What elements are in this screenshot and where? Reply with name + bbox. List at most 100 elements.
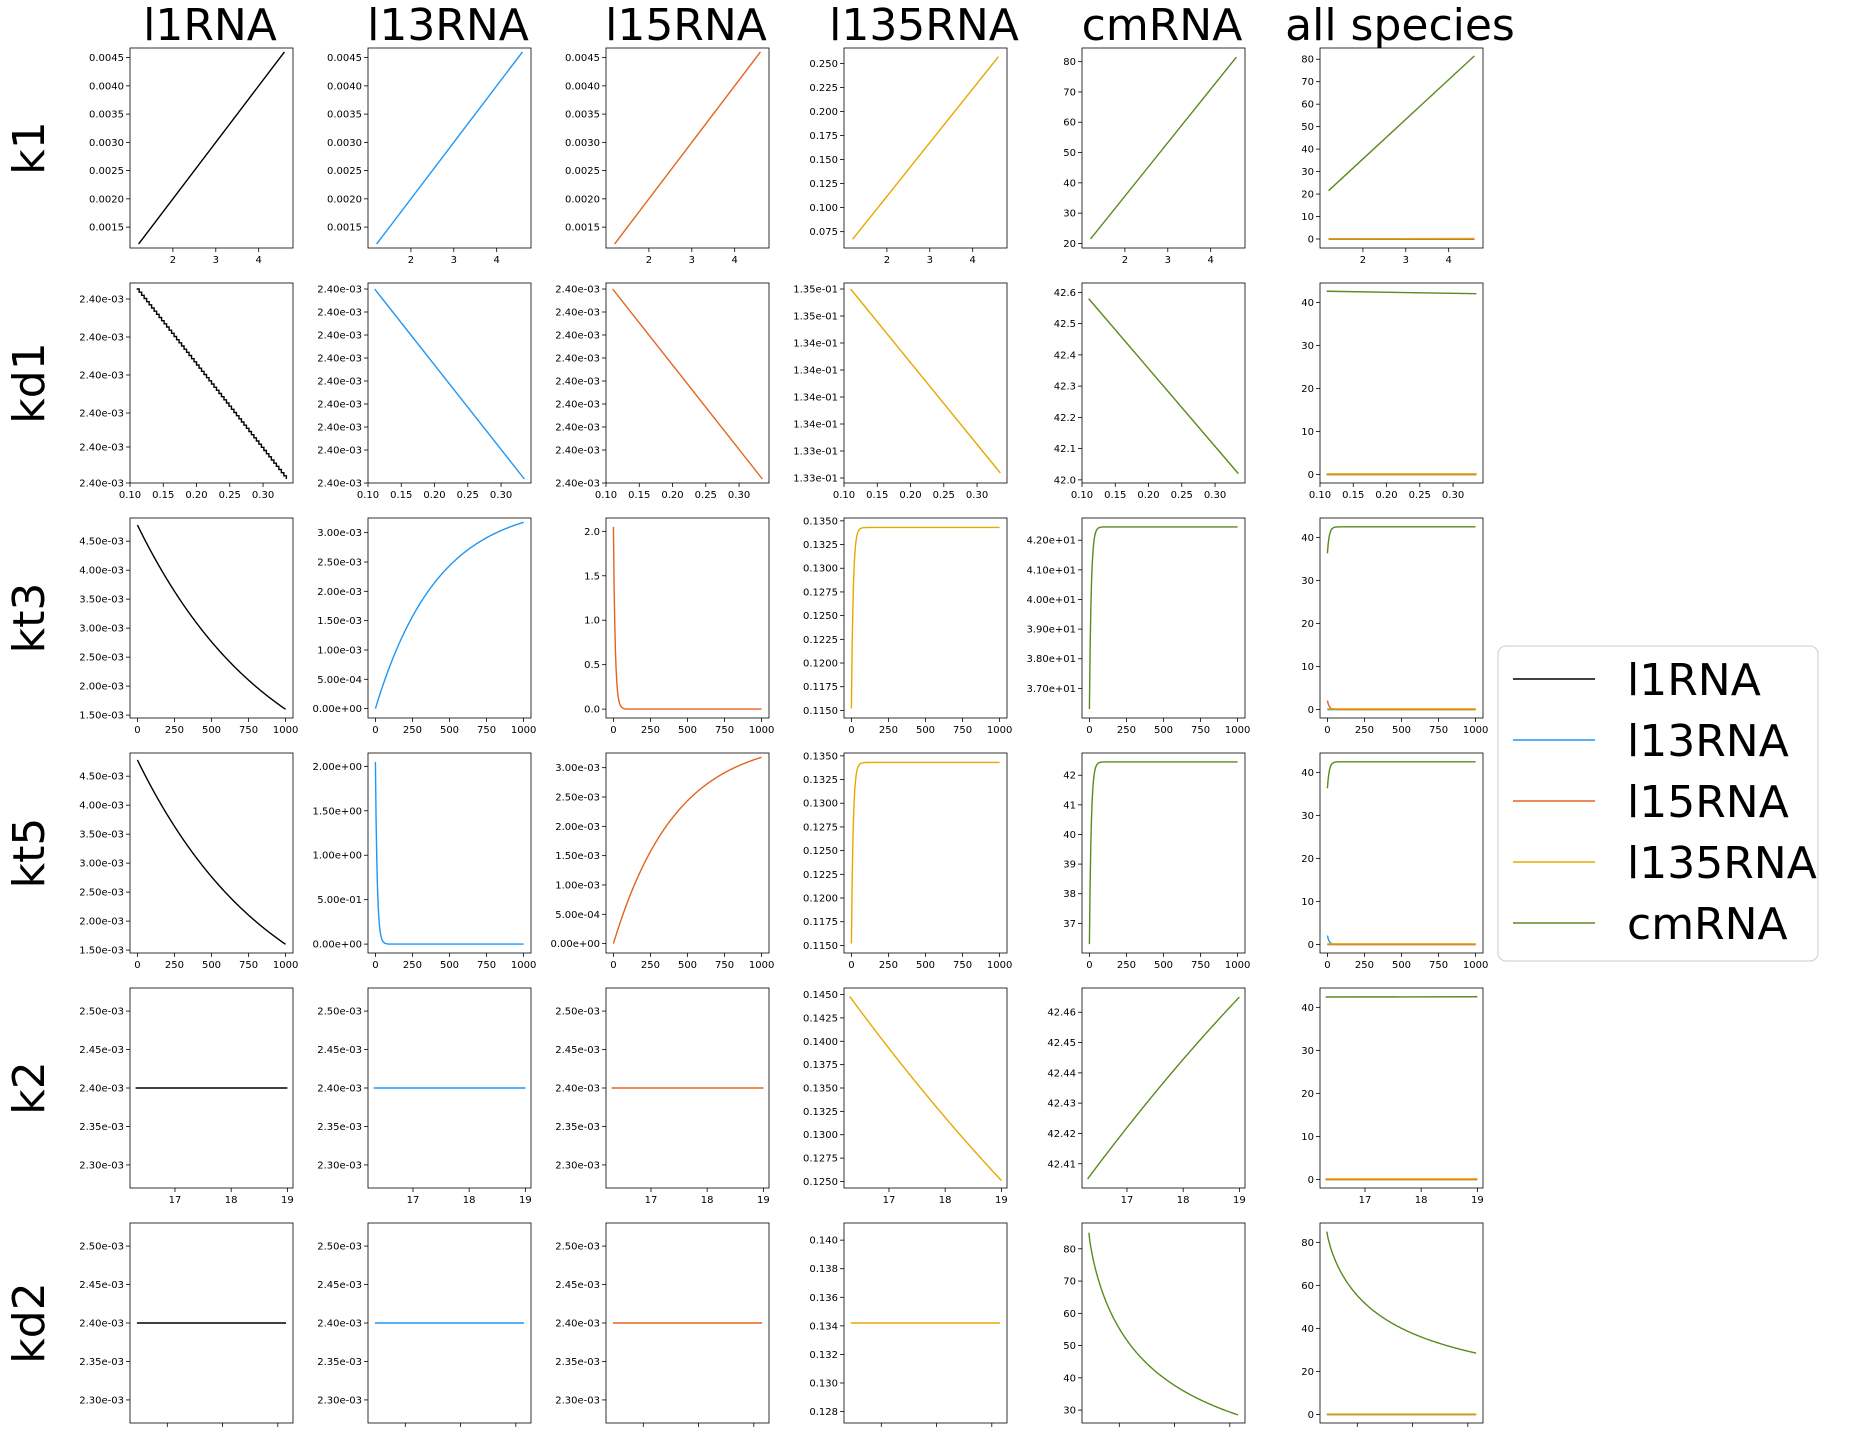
- series-line-cmRNA: [1326, 290, 1477, 295]
- legend-entry-label: l15RNA: [1627, 777, 1789, 828]
- x-tick-label: 750: [477, 725, 496, 736]
- x-tick-label: 750: [1429, 960, 1448, 971]
- x-tick-label: 0: [610, 960, 616, 971]
- y-tick-label: 1.00e-03: [317, 645, 362, 656]
- y-tick-label: 2.40e-03: [79, 1084, 124, 1095]
- x-tick-label: 18: [1415, 1195, 1428, 1206]
- y-tick-label: 42.43: [1047, 1099, 1076, 1110]
- y-tick-label: 2.00e-03: [555, 822, 600, 833]
- y-tick-label: 0.1325: [803, 1107, 838, 1118]
- x-tick-label: 0.10: [595, 490, 617, 501]
- x-tick-label: 0: [372, 725, 378, 736]
- y-tick-label: 0.175: [809, 131, 838, 142]
- axes-frame: [605, 752, 770, 954]
- x-tick-label: 17: [169, 1195, 182, 1206]
- x-tick-label: 750: [715, 725, 734, 736]
- y-tick-label: 2.40e-03: [555, 354, 600, 365]
- axes-frame: [1081, 1222, 1246, 1424]
- row-label: k1: [4, 121, 55, 174]
- y-tick-label: 0.134: [809, 1321, 838, 1332]
- y-tick-label: 0.0025: [327, 166, 362, 177]
- x-tick-label: 18: [463, 1195, 476, 1206]
- panel-k1-l15RNA: 2 3 4 0.0015 0.0020 0.0025 0.0030 0.0035 0.0040 0…: [565, 47, 770, 266]
- y-tick-label: 30: [1063, 209, 1076, 220]
- x-tick-label: 0.15: [1342, 490, 1364, 501]
- x-tick-label: 0.10: [1309, 490, 1331, 501]
- x-tick-label: 750: [1191, 960, 1210, 971]
- axes-frame: [129, 752, 294, 954]
- y-tick-label: 10: [1301, 427, 1314, 438]
- y-tick-label: 0.00e+00: [312, 704, 362, 715]
- y-tick-label: 39: [1063, 860, 1076, 871]
- x-tick-label: 0.10: [119, 490, 141, 501]
- x-tick-label: 0.20: [185, 490, 207, 501]
- legend-entry-label: l135RNA: [1627, 838, 1817, 889]
- row-label: kt5: [4, 818, 55, 889]
- y-tick-label: 42.41: [1047, 1159, 1076, 1170]
- row-label: k2: [4, 1061, 55, 1114]
- y-tick-label: 60: [1301, 100, 1314, 111]
- panel-k2-cmRNA: 17 18 19 42.41 42.42 42.43 42.44 42.45 42.46: [1047, 987, 1246, 1206]
- x-tick-label: 250: [879, 725, 898, 736]
- y-tick-label: 3.70e+01: [1026, 684, 1076, 695]
- y-tick-label: 0.1375: [803, 1060, 838, 1071]
- series-line-l135RNA: [852, 56, 999, 240]
- y-tick-label: 0.250: [809, 59, 838, 70]
- x-tick-label: 0.20: [1375, 490, 1397, 501]
- y-tick-label: 20: [1301, 1089, 1314, 1100]
- y-tick-label: 0.1300: [803, 799, 838, 810]
- y-tick-label: 1.34e-01: [793, 393, 838, 404]
- y-tick-label: 0.128: [809, 1407, 838, 1418]
- x-tick-label: 17: [407, 1195, 420, 1206]
- x-tick-label: 1000: [1463, 725, 1488, 736]
- x-tick-label: 250: [1355, 725, 1374, 736]
- x-tick-label: 1000: [749, 960, 774, 971]
- y-tick-label: 0.1250: [803, 1177, 838, 1188]
- y-tick-label: 0: [1308, 1175, 1314, 1186]
- y-tick-label: 2.40e-03: [317, 1319, 362, 1330]
- x-tick-label: 500: [916, 725, 935, 736]
- y-tick-label: 0.140: [809, 1236, 838, 1247]
- row-label: kt3: [4, 583, 55, 654]
- y-tick-label: 0.0015: [565, 223, 600, 234]
- y-tick-label: 1.00e+00: [312, 851, 362, 862]
- x-tick-label: 19: [757, 1195, 770, 1206]
- panel-kd2-l13RNA: 0.040.060.082.30e-032.35e-032.40e-032.45…: [317, 1222, 532, 1427]
- row-label: kd2: [4, 1282, 55, 1363]
- y-tick-label: 0.1175: [803, 917, 838, 928]
- legend-box: [1497, 645, 1819, 962]
- x-tick-label: 0.30: [1204, 490, 1226, 501]
- x-tick-label: 500: [1154, 725, 1173, 736]
- series-line-cmRNA: [1088, 761, 1238, 945]
- x-tick-label: 18: [225, 1195, 238, 1206]
- panel-kd1-l13RNA: 0.10 0.15 0.20 0.25 0.30 2.40e-03 2.40e-03 2.40…: [317, 282, 532, 501]
- y-tick-label: 2.50e-03: [317, 1007, 362, 1018]
- y-tick-label: 30: [1301, 811, 1314, 822]
- x-tick-label: 500: [1154, 960, 1173, 971]
- x-tick-label: 500: [678, 725, 697, 736]
- x-tick-label: 750: [953, 960, 972, 971]
- axes-frame: [367, 752, 532, 954]
- y-tick-label: 2.40e-03: [555, 377, 600, 388]
- y-tick-label: 4.00e-03: [79, 801, 124, 812]
- y-tick-label: 10: [1301, 897, 1314, 908]
- y-tick-label: 0.0015: [327, 223, 362, 234]
- axes-frame: [1081, 987, 1246, 1189]
- x-tick-label: 3: [451, 255, 457, 266]
- y-tick-label: 0.0045: [565, 53, 600, 64]
- axes-frame: [843, 987, 1008, 1189]
- y-tick-label: 2.35e-03: [79, 1122, 124, 1133]
- y-tick-label: 3.00e-03: [317, 528, 362, 539]
- column-title: all species: [1285, 0, 1515, 51]
- x-tick-label: 1000: [1225, 960, 1250, 971]
- y-tick-label: 1.34e-01: [793, 420, 838, 431]
- column-title: l13RNA: [367, 0, 529, 51]
- y-tick-label: 0.1350: [803, 1084, 838, 1095]
- y-tick-label: 41: [1063, 800, 1076, 811]
- y-tick-label: 2.30e-03: [317, 1160, 362, 1171]
- y-tick-label: 1.0: [584, 616, 600, 627]
- x-tick-label: 17: [1359, 1195, 1372, 1206]
- y-tick-label: 2.40e-03: [317, 377, 362, 388]
- x-tick-label: 3: [689, 255, 695, 266]
